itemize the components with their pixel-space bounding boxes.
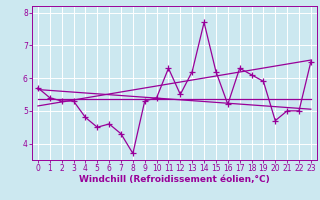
X-axis label: Windchill (Refroidissement éolien,°C): Windchill (Refroidissement éolien,°C) <box>79 175 270 184</box>
